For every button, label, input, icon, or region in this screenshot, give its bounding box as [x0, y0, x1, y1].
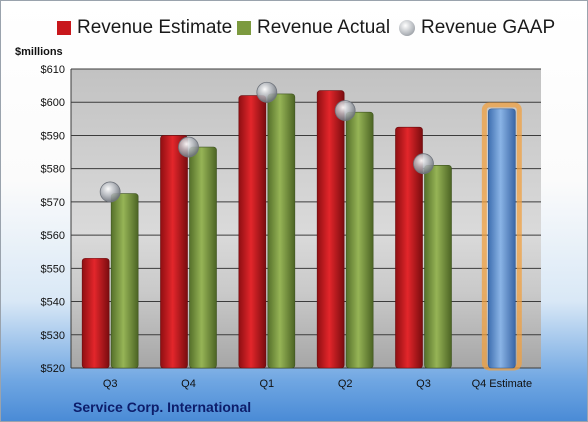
bars	[81, 90, 522, 371]
bar-revenue-estimate	[316, 90, 345, 369]
marker-revenue-gaap	[256, 81, 278, 103]
bar-revenue-actual	[267, 93, 296, 369]
marker-revenue-gaap	[334, 100, 356, 121]
x-tick-label: Q4	[181, 378, 196, 390]
y-axis-unit-label: $millions	[15, 46, 63, 58]
bar-revenue-estimate	[395, 126, 423, 369]
legend-item-revenue-gaap: Revenue GAAP	[399, 17, 555, 39]
y-tick-label: $540	[41, 297, 65, 309]
marker-revenue-gaap	[413, 153, 434, 175]
y-tick-label: $530	[41, 330, 65, 342]
legend-label-actual: Revenue Actual	[257, 17, 391, 38]
legend: Revenue Estimate Revenue Actual Revenue …	[1, 17, 587, 43]
legend-label-estimate: Revenue Estimate	[77, 17, 233, 38]
x-tick-label: Q4 Estimate	[472, 378, 533, 390]
y-axis-ticks: $520 $530 $540 $550 $560 $570 $580 $590 $600 $610	[41, 64, 65, 375]
marker-revenue-gaap	[99, 181, 121, 203]
y-tick-label: $590	[41, 130, 65, 142]
legend-item-revenue-estimate: Revenue Estimate	[57, 17, 232, 39]
gaap-markers	[99, 81, 434, 203]
company-name: Service Corp. International	[73, 399, 252, 415]
bar-revenue-estimate	[81, 258, 110, 369]
legend-label-gaap: Revenue GAAP	[421, 17, 556, 38]
y-tick-label: $570	[41, 197, 65, 209]
y-tick-label: $520	[41, 363, 65, 375]
y-tick-label: $550	[41, 263, 65, 275]
x-tick-label: Q3	[416, 378, 431, 390]
plot-area	[71, 69, 541, 368]
legend-swatch-actual	[237, 21, 251, 35]
marker-revenue-gaap	[178, 136, 199, 158]
grid-lines	[70, 68, 541, 369]
bar-revenue-actual	[189, 146, 217, 369]
bar-revenue-estimate	[160, 135, 188, 369]
x-axis-ticks: Q3 Q4 Q1 Q2 Q3 Q4 Estimate	[103, 378, 532, 390]
y-tick-label: $580	[41, 164, 65, 176]
x-tick-label: Q3	[103, 378, 118, 390]
legend-item-revenue-actual: Revenue Actual	[237, 17, 390, 39]
y-tick-label: $560	[41, 230, 65, 242]
bar-revenue-actual	[110, 193, 139, 369]
legend-swatch-estimate	[57, 21, 71, 35]
x-tick-label: Q1	[259, 378, 274, 390]
x-tick-label: Q2	[338, 378, 353, 390]
y-tick-label: $610	[41, 64, 65, 76]
y-tick-label: $600	[41, 97, 65, 109]
bar-revenue-actual	[424, 165, 452, 369]
bar-q4-estimate	[488, 108, 516, 369]
bar-revenue-estimate	[238, 95, 267, 369]
legend-swatch-gaap	[399, 20, 415, 36]
bar-revenue-actual	[345, 111, 374, 369]
